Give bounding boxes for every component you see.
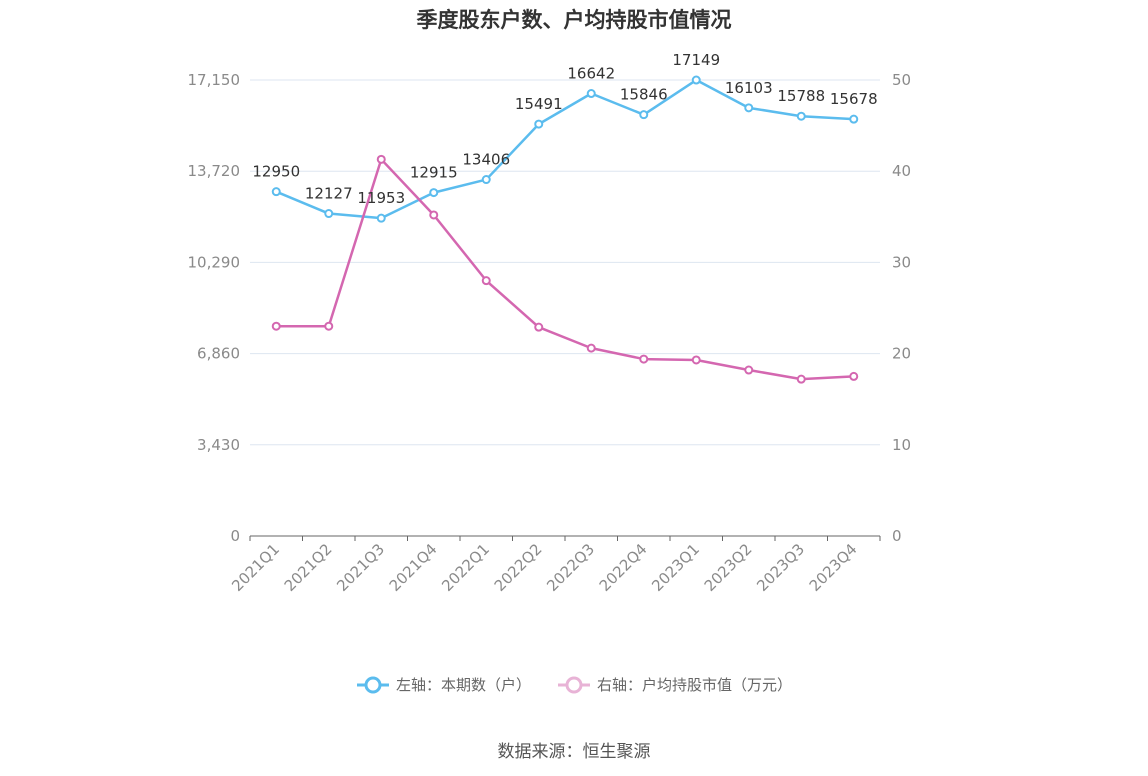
data-point-left xyxy=(271,187,281,197)
x-axis-tick-label: 2021Q4 xyxy=(386,540,441,595)
legend-label-right-series: 右轴：户均持股市值（万元） xyxy=(597,676,793,694)
x-axis-tick-label: 2021Q1 xyxy=(228,540,283,595)
data-label: 16103 xyxy=(725,79,773,97)
data-point-left xyxy=(849,114,859,124)
data-point-right xyxy=(639,354,649,364)
data-point-right xyxy=(376,154,386,164)
right-axis-tick-label: 20 xyxy=(892,345,911,363)
data-label: 15788 xyxy=(777,87,825,105)
right-axis-tick-label: 30 xyxy=(892,253,911,271)
data-point-left xyxy=(324,209,334,219)
right-axis-tick-label: 0 xyxy=(892,527,902,545)
x-axis-tick-label: 2021Q2 xyxy=(281,540,336,595)
data-point-left xyxy=(429,188,439,198)
x-axis-tick-label: 2022Q1 xyxy=(438,540,493,595)
data-point-left xyxy=(534,119,544,129)
left-axis-tick-label: 13,720 xyxy=(188,162,241,180)
right-axis-tick-label: 40 xyxy=(892,162,911,180)
x-axis-tick-label: 2023Q3 xyxy=(753,540,808,595)
data-point-left xyxy=(586,89,596,99)
data-point-right xyxy=(691,355,701,365)
right-axis-tick-label: 50 xyxy=(892,71,911,89)
data-point-left xyxy=(481,175,491,185)
left-axis-tick-label: 6,860 xyxy=(197,345,240,363)
right-axis-tick-label: 10 xyxy=(892,436,911,454)
series-line-right xyxy=(276,158,854,381)
data-point-right xyxy=(744,365,754,375)
data-label: 12950 xyxy=(252,163,300,181)
left-axis-tick-label: 10,290 xyxy=(188,253,241,271)
legend-item-left-series[interactable]: 左轴：本期数（户） xyxy=(356,674,531,695)
legend-line-circle-icon xyxy=(356,676,389,693)
legend-item-right-series[interactable]: 右轴：户均持股市值（万元） xyxy=(557,674,792,695)
data-point-left xyxy=(376,213,386,223)
axes: 0 0 3,430 10 6,860 20 10,290 30 13,720 40 17,150 50… xyxy=(188,71,912,595)
data-point-right xyxy=(271,321,281,331)
source-note: 数据来源：恒生聚源 xyxy=(497,742,651,762)
data-point-right xyxy=(429,210,439,220)
data-point-right xyxy=(796,374,806,384)
legend-line-circle-icon xyxy=(558,676,590,693)
data-label: 13406 xyxy=(462,151,510,169)
x-axis-tick-label: 2022Q3 xyxy=(543,540,598,595)
series-line-left xyxy=(275,78,854,220)
x-axis-tick-label: 2021Q3 xyxy=(333,540,388,595)
left-axis-tick-label: 3,430 xyxy=(197,436,240,454)
data-point-right xyxy=(586,343,596,353)
gridlines xyxy=(250,79,880,446)
series xyxy=(271,75,859,384)
data-label: 12127 xyxy=(305,185,353,203)
left-axis-tick-label: 0 xyxy=(230,527,240,545)
data-point-left xyxy=(639,110,649,120)
data-label: 11953 xyxy=(357,189,405,207)
x-axis-tick-label: 2023Q1 xyxy=(648,540,703,595)
x-axis-tick-label: 2023Q4 xyxy=(806,540,861,595)
data-point-left xyxy=(796,111,806,121)
data-point-left xyxy=(744,103,754,113)
data-point-right xyxy=(481,276,491,286)
data-label: 15491 xyxy=(515,95,563,113)
data-point-right xyxy=(534,322,544,332)
data-label: 17149 xyxy=(672,51,720,69)
data-label: 12915 xyxy=(410,164,458,182)
data-point-right xyxy=(849,371,859,381)
data-label: 16642 xyxy=(567,65,615,83)
data-point-right xyxy=(324,321,334,331)
x-axis-tick-label: 2022Q4 xyxy=(596,540,651,595)
data-label: 15678 xyxy=(830,90,878,108)
data-point-left xyxy=(691,75,701,85)
legend-label-left-series: 左轴：本期数（户） xyxy=(395,676,531,694)
left-axis-tick-label: 17,150 xyxy=(188,71,241,89)
chart-title: 季度股东户数、户均持股市值情况 xyxy=(416,8,732,32)
legend: 左轴：本期数（户） 右轴：户均持股市值（万元） xyxy=(0,674,1148,695)
x-axis-tick-label: 2022Q2 xyxy=(491,540,546,595)
x-axis-tick-label: 2023Q2 xyxy=(701,540,756,595)
data-label: 15846 xyxy=(620,86,668,104)
